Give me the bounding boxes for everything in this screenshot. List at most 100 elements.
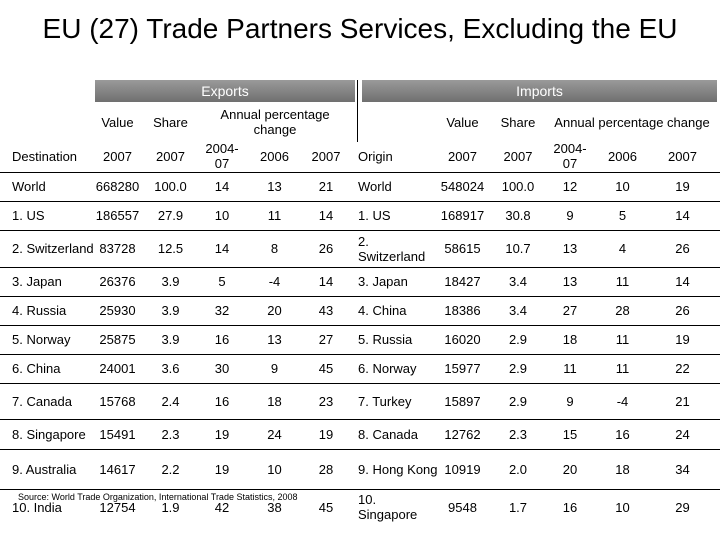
exports-change-2004-07-cell: 42 xyxy=(214,499,230,515)
exports-destination-cell: 1. US xyxy=(12,208,45,223)
imports-share-cell: 10.7 xyxy=(505,241,531,256)
imports-share-header: Share xyxy=(500,114,536,130)
imports-share-cell: 3.4 xyxy=(508,303,528,318)
origin-header: Origin xyxy=(358,148,393,164)
imports-change-2004-07-cell: 13 xyxy=(562,241,578,256)
imports-value-cell: 548024 xyxy=(440,179,485,194)
exports-share-cell: 27.9 xyxy=(157,208,184,223)
imports-origin-cell: 1. US xyxy=(358,208,391,223)
imports-change-2006-cell: 18 xyxy=(615,461,630,477)
exports-value-cell: 668280 xyxy=(95,179,140,194)
imports-share-cell: 2.9 xyxy=(508,361,528,376)
exports-share-cell: 3.9 xyxy=(161,303,180,318)
exports-change-2006-cell: 9 xyxy=(270,361,279,376)
imports-annual-header: Annual percentage change xyxy=(554,114,710,130)
exports-2004-07-header: 2004-07 xyxy=(205,141,239,171)
exports-destination-cell: 7. Canada xyxy=(12,393,72,409)
imports-change-2004-07-cell: 20 xyxy=(562,461,578,477)
exports-change-2004-07-cell: 16 xyxy=(214,393,230,409)
exports-change-2006-cell: 8 xyxy=(270,241,279,256)
exports-share-cell: 3.9 xyxy=(161,274,180,289)
imports-change-2004-07-cell: 16 xyxy=(562,499,578,515)
row-divider xyxy=(0,419,720,420)
exports-share-year-header: 2007 xyxy=(156,148,185,164)
exports-share-cell: 100.0 xyxy=(154,179,187,194)
exports-change-2004-07-cell: 14 xyxy=(214,241,230,256)
imports-section-header: Imports xyxy=(362,80,717,102)
imports-change-2004-07-cell: 13 xyxy=(562,274,578,289)
exports-change-2006-cell: -4 xyxy=(268,274,281,289)
row-divider xyxy=(0,383,720,384)
exports-change-2006-cell: 11 xyxy=(267,208,282,223)
exports-change-2007-cell: 14 xyxy=(318,274,334,289)
imports-change-2007-cell: 24 xyxy=(675,426,690,442)
exports-change-2004-07-cell: 10 xyxy=(214,208,230,223)
imports-change-2006-cell: 4 xyxy=(618,241,627,256)
imports-change-2007-cell: 26 xyxy=(675,303,690,318)
imports-share-cell: 2.9 xyxy=(508,393,528,409)
imports-value-cell: 10919 xyxy=(444,461,481,477)
header-divider xyxy=(357,80,358,142)
imports-change-2006-cell: -4 xyxy=(616,393,629,409)
imports-change-2004-07-cell: 9 xyxy=(566,208,574,223)
exports-share-cell: 2.2 xyxy=(161,461,180,477)
exports-value-cell: 24001 xyxy=(99,361,136,376)
imports-share-cell: 2.3 xyxy=(508,426,528,442)
row-divider xyxy=(0,449,720,450)
row-divider xyxy=(0,267,720,268)
imports-origin-cell: 8. Canada xyxy=(358,426,418,442)
imports-share-cell: 2.9 xyxy=(508,332,528,347)
imports-change-2004-07-cell: 15 xyxy=(562,426,578,442)
exports-value-cell: 26376 xyxy=(99,274,136,289)
imports-change-2006-cell: 11 xyxy=(615,361,630,376)
exports-value-cell: 12754 xyxy=(99,499,136,515)
exports-value-cell: 25930 xyxy=(99,303,136,318)
exports-change-2006-cell: 38 xyxy=(267,499,282,515)
exports-share-cell: 1.9 xyxy=(161,499,180,515)
imports-change-2007-cell: 22 xyxy=(675,361,690,376)
imports-change-2004-07-cell: 18 xyxy=(562,332,578,347)
imports-change-2004-07-cell: 12 xyxy=(562,179,578,194)
exports-change-2007-cell: 28 xyxy=(318,461,334,477)
exports-destination-cell: 10. India xyxy=(12,499,62,515)
exports-change-2004-07-cell: 30 xyxy=(214,361,230,376)
exports-change-2007-cell: 14 xyxy=(318,208,334,223)
imports-change-2006-cell: 10 xyxy=(615,499,630,515)
imports-change-2007-cell: 29 xyxy=(675,499,690,515)
exports-change-2007-cell: 27 xyxy=(318,332,334,347)
exports-share-cell: 3.6 xyxy=(161,361,180,376)
imports-change-2007-cell: 26 xyxy=(675,241,690,256)
exports-destination-cell: 2. Switzerland xyxy=(12,241,94,256)
imports-origin-cell: 6. Norway xyxy=(358,361,417,376)
row-divider xyxy=(0,489,720,490)
exports-value-cell: 15768 xyxy=(99,393,136,409)
exports-destination-cell: 4. Russia xyxy=(12,303,67,318)
imports-share-cell: 30.8 xyxy=(505,208,531,223)
exports-change-2006-cell: 24 xyxy=(267,426,282,442)
imports-change-2007-cell: 21 xyxy=(675,393,690,409)
exports-annual-header: Annual percentage change xyxy=(220,107,330,137)
header-rule xyxy=(0,172,720,173)
imports-value-cell: 15897 xyxy=(444,393,481,409)
imports-change-2006-cell: 10 xyxy=(615,179,630,194)
imports-change-2007-cell: 14 xyxy=(675,208,690,223)
exports-destination-cell: 3. Japan xyxy=(12,274,62,289)
exports-change-2006-cell: 13 xyxy=(267,179,282,194)
exports-share-header: Share xyxy=(153,114,188,130)
exports-change-2006-cell: 10 xyxy=(267,461,282,477)
imports-value-cell: 58615 xyxy=(444,241,481,256)
exports-value-header: Value xyxy=(101,114,134,130)
imports-2007-header: 2007 xyxy=(668,148,697,164)
imports-change-2006-cell: 28 xyxy=(615,303,630,318)
exports-value-year-header: 2007 xyxy=(103,148,132,164)
row-divider xyxy=(0,230,720,231)
imports-value-cell: 18386 xyxy=(444,303,481,318)
exports-change-2006-cell: 18 xyxy=(267,393,282,409)
exports-change-2007-cell: 23 xyxy=(318,393,334,409)
exports-change-2004-07-cell: 19 xyxy=(214,461,230,477)
exports-destination-cell: World xyxy=(12,179,46,194)
imports-origin-cell: 2. Switzerland xyxy=(358,233,426,264)
exports-change-2007-cell: 45 xyxy=(318,499,334,515)
imports-change-2007-cell: 19 xyxy=(675,332,690,347)
exports-share-cell: 12.5 xyxy=(157,241,184,256)
